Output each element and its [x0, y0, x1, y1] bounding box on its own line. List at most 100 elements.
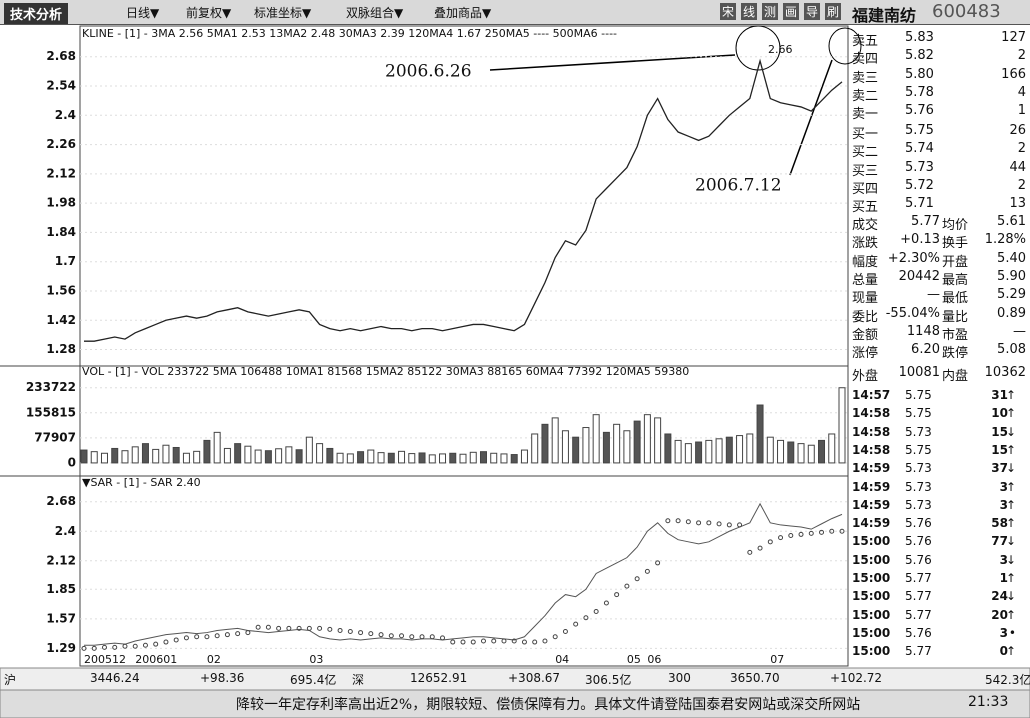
- sar-dot: [655, 560, 661, 566]
- menu[interactable]: 标准坐标▼: [254, 6, 312, 20]
- tick-time: 14:59: [852, 479, 891, 494]
- volume-bar: [152, 448, 160, 464]
- sar-dot: [142, 642, 148, 648]
- sar-dot: [788, 532, 794, 538]
- tab[interactable]: 技术分析: [4, 3, 69, 24]
- y-tick-label: 1.42: [46, 313, 76, 327]
- sar-dot: [767, 539, 773, 545]
- tick-price: 5.73: [905, 424, 932, 439]
- tick-vol: 0: [999, 644, 1008, 659]
- volume-bar: [643, 414, 651, 464]
- volume-bar: [111, 447, 119, 464]
- sar-header: ▼SAR - [1] - SAR 2.40: [82, 476, 201, 489]
- icon[interactable]: 刷: [825, 3, 842, 20]
- sar-dot: [286, 625, 292, 631]
- volume-bar: [459, 453, 467, 464]
- y-tick-label: 2.4: [55, 524, 76, 538]
- sar-dot: [163, 639, 169, 645]
- sar-dot: [214, 633, 220, 639]
- sar-dot: [521, 639, 527, 645]
- sar-dot: [327, 626, 333, 632]
- menu[interactable]: 前复权▼: [186, 6, 232, 20]
- tick-arrow: •: [1008, 625, 1016, 640]
- status-cell: 12652.91: [410, 671, 468, 685]
- quote-cell: 卖五: [852, 34, 879, 49]
- quote-cell: —: [927, 287, 940, 303]
- quote-cell: 5.90: [997, 268, 1026, 284]
- sar-dot: [511, 638, 517, 644]
- volume-bar: [654, 417, 662, 464]
- quote-cell: 均价: [942, 218, 969, 233]
- quote-cell: 卖一: [852, 107, 879, 123]
- volume-bar: [254, 449, 262, 464]
- tick-arrow: ↓: [1005, 552, 1016, 567]
- sar-dot: [757, 545, 763, 551]
- menu[interactable]: 日线▼: [126, 6, 160, 20]
- status-cell: 沪: [4, 673, 17, 687]
- sar-dot: [542, 638, 548, 644]
- tick-time: 14:58: [852, 442, 891, 457]
- y-tick-label: 155815: [26, 405, 76, 419]
- menu[interactable]: 叠加商品▼: [434, 6, 492, 20]
- sar-dot: [306, 625, 312, 631]
- volume-bar: [664, 433, 672, 464]
- volume-bar: [367, 449, 375, 464]
- quote-cell: 13: [1009, 196, 1026, 212]
- sar-dot: [819, 529, 825, 535]
- quote-cell: 开盘: [942, 254, 969, 270]
- volume-bar: [387, 452, 395, 464]
- tick-price: 5.77: [905, 607, 932, 622]
- volume-bar: [623, 430, 631, 464]
- quote-cell: 26: [1009, 123, 1026, 138]
- quote-cell: 6.20: [911, 342, 940, 358]
- quote-cell: 5.71: [905, 196, 934, 212]
- status-cell: 542.3亿: [985, 673, 1030, 687]
- volume-bar: [223, 447, 231, 464]
- x-tick-label: 200601: [135, 653, 177, 666]
- tick-arrow: ↑: [1005, 479, 1016, 494]
- icon[interactable]: 测: [762, 3, 779, 20]
- quote-cell: 买一: [852, 127, 879, 142]
- volume-bar: [797, 443, 805, 464]
- volume-bar: [613, 423, 621, 464]
- sar-dot: [778, 535, 784, 541]
- quote-cell: 5.08: [997, 342, 1026, 358]
- quote-cell: 4: [1017, 84, 1026, 100]
- quote-cell: 5.40: [997, 250, 1026, 266]
- volume-bar: [316, 443, 324, 464]
- icon[interactable]: 画: [783, 3, 800, 20]
- tick-price: 5.73: [905, 497, 932, 512]
- tick-price: 5.77: [905, 571, 932, 585]
- quote-cell: 5.61: [997, 214, 1026, 229]
- sar-dot: [685, 519, 691, 525]
- sar-dot: [153, 641, 159, 647]
- quote-cell: 5.72: [905, 177, 934, 193]
- icon[interactable]: 线: [741, 3, 758, 20]
- price-line: [84, 502, 843, 646]
- sar-dot: [696, 520, 702, 526]
- volume-bar: [541, 423, 549, 464]
- ticker-message: 降较一年定存利率高出近2%，期限较短、偿债保障有力。具体文件请登陆国泰君安网站或…: [236, 697, 861, 713]
- kline-header: KLINE - [1] - 3MA 2.56 5MA1 2.53 13MA2 2…: [82, 27, 617, 40]
- tick-time: 15:00: [852, 607, 891, 622]
- sar-dot: [634, 576, 640, 582]
- toolbar: 技术分析 福建南纺 600483: [0, 0, 1030, 25]
- volume-bar: [336, 452, 344, 464]
- quote-cell: 涨停: [852, 346, 879, 362]
- icon[interactable]: 导: [804, 3, 821, 20]
- quote-cell: 127: [1001, 30, 1026, 45]
- volume-bar: [275, 448, 283, 464]
- volume-bar: [787, 441, 795, 464]
- volume-bar: [838, 387, 846, 464]
- vol-header: VOL - [1] - VOL 233722 5MA 106488 10MA1 …: [82, 365, 689, 378]
- sar-dot: [624, 583, 630, 589]
- menu[interactable]: 双脉组合▼: [346, 6, 404, 20]
- quote-cell: 2: [1017, 177, 1026, 193]
- sar-dot: [347, 629, 353, 635]
- stock-name: 福建南纺: [852, 6, 917, 25]
- volume-bar: [172, 446, 180, 464]
- icon[interactable]: 宋: [720, 3, 737, 20]
- volume-bar: [695, 441, 703, 464]
- sar-dot: [255, 624, 261, 630]
- tick-time: 14:59: [852, 516, 891, 531]
